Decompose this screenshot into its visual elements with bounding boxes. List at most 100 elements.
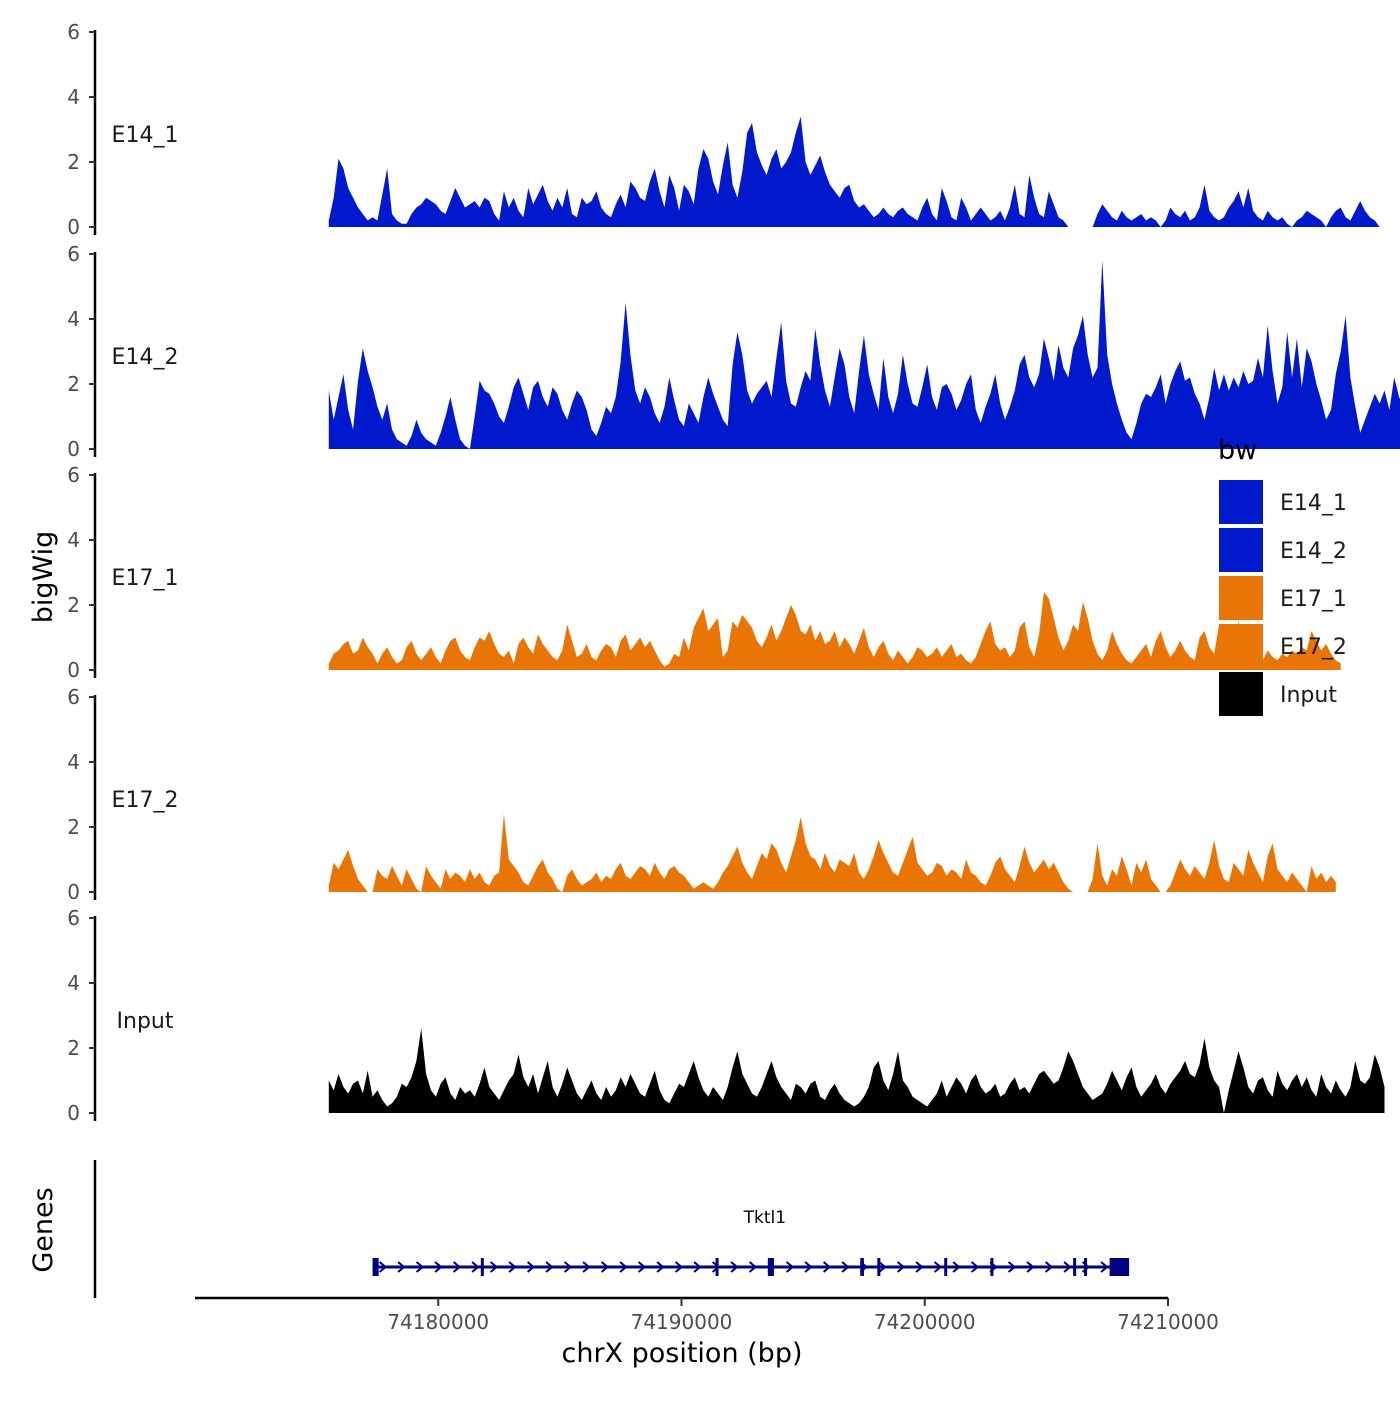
gene-exon: [480, 1258, 484, 1276]
strand-arrow: [1100, 1261, 1109, 1273]
y-tick-label: 0: [67, 215, 80, 239]
tracks-layer: 0 2 4 6 E14_1 0 2 4 6 E14_2 0 2 4 6 E17_1 0 2 4 6 E17_2 0 2 4 6…: [67, 20, 1400, 1125]
strand-arrow: [1026, 1261, 1035, 1273]
gene-exon: [877, 1258, 881, 1276]
legend-swatch: [1219, 528, 1263, 572]
strand-arrow: [933, 1261, 943, 1273]
legend-swatch: [1219, 480, 1263, 524]
strand-arrow: [822, 1261, 832, 1273]
legend-label: E14_1: [1280, 491, 1347, 516]
legend-swatch: [1219, 624, 1263, 668]
strand-arrow: [952, 1261, 961, 1273]
strand-arrow: [434, 1261, 443, 1273]
strand-arrow: [545, 1261, 554, 1273]
y-axis-title: bigWig: [28, 531, 59, 624]
track-e14-1: 0 2 4 6 E14_1: [67, 20, 1380, 239]
y-tick-label: 4: [67, 750, 80, 774]
strand-arrow: [915, 1261, 924, 1273]
strand-arrow: [582, 1261, 591, 1273]
strand-arrow: [526, 1261, 536, 1273]
strand-arrow: [489, 1261, 499, 1273]
strand-arrow: [785, 1261, 795, 1273]
strand-arrow: [970, 1261, 980, 1273]
strand-arrow: [1063, 1261, 1072, 1273]
strand-arrow: [674, 1261, 684, 1273]
track-input: 0 2 4 6 Input: [67, 906, 1385, 1125]
strand-arrow: [471, 1261, 480, 1273]
gene-exon: [990, 1258, 994, 1276]
x-tick-label: 74210000: [1117, 1310, 1219, 1334]
strand-arrow: [841, 1261, 850, 1273]
gene-tktl1: Tktl1: [372, 1208, 1130, 1276]
strand-arrow: [748, 1261, 758, 1273]
y-tick-label: 6: [67, 242, 80, 266]
legend-title: bw: [1218, 435, 1257, 466]
gene-exon: [1084, 1258, 1088, 1276]
legend-swatch: [1219, 576, 1263, 620]
y-tick-label: 0: [67, 1101, 80, 1125]
y-tick-label: 6: [67, 906, 80, 930]
signal-area: [328, 1028, 1385, 1113]
gene-exon: [1109, 1258, 1130, 1276]
strand-arrow: [637, 1261, 647, 1273]
y-tick-label: 0: [67, 658, 80, 682]
y-tick-label: 2: [67, 1036, 80, 1060]
signal-area: [328, 116, 1380, 227]
y-tick-label: 2: [67, 593, 80, 617]
strand-arrow: [1007, 1261, 1017, 1273]
gene-exon: [767, 1258, 774, 1276]
y-tick-label: 4: [67, 971, 80, 995]
track-label: E17_2: [112, 788, 179, 813]
x-tick-label: 74180000: [387, 1310, 489, 1334]
legend: bw E14_1 E14_2 E17_1 E17_2 Input: [1218, 435, 1347, 716]
legend-label: E17_1: [1280, 587, 1347, 612]
y-tick-label: 2: [67, 372, 80, 396]
signal-area: [328, 260, 1400, 449]
track-e17-2: 0 2 4 6 E17_2: [67, 685, 1336, 904]
x-tick-label: 74190000: [631, 1310, 733, 1334]
track-label: Input: [117, 1009, 174, 1034]
gene-exon: [860, 1258, 864, 1276]
strand-arrow: [730, 1261, 739, 1273]
y-tick-label: 6: [67, 685, 80, 709]
strand-arrow: [711, 1261, 721, 1273]
track-label: E14_2: [112, 345, 179, 370]
x-axis-title: chrX position (bp): [561, 1338, 802, 1369]
gene-exon: [372, 1258, 379, 1276]
track-label: E17_1: [112, 566, 179, 591]
strand-arrow: [378, 1261, 388, 1273]
gene-exon: [715, 1258, 719, 1276]
strand-arrow: [656, 1261, 665, 1273]
strand-arrow: [600, 1261, 610, 1273]
x-axis: 74180000 74190000 74200000 74210000: [195, 1296, 1219, 1334]
y-tick-label: 2: [67, 815, 80, 839]
signal-area: [328, 592, 1341, 670]
strand-arrow: [452, 1261, 462, 1273]
genes-layer: Tktl1: [93, 1160, 1130, 1298]
legend-label: E17_2: [1280, 635, 1347, 660]
legend-swatch: [1219, 672, 1263, 716]
strand-arrow: [619, 1261, 628, 1273]
track-e17-1: 0 2 4 6 E17_1: [67, 463, 1341, 682]
strand-arrow: [896, 1261, 906, 1273]
legend-label: E14_2: [1280, 539, 1347, 564]
gene-exon: [944, 1258, 948, 1276]
legend-label: Input: [1280, 683, 1337, 708]
strand-arrow: [415, 1261, 425, 1273]
gene-label: Tktl1: [743, 1208, 786, 1228]
x-tick-label: 74200000: [874, 1310, 976, 1334]
strand-arrow: [397, 1261, 406, 1273]
strand-arrow: [693, 1261, 702, 1273]
gene-exon: [1073, 1258, 1077, 1276]
y-tick-label: 6: [67, 20, 80, 44]
y-tick-label: 4: [67, 528, 80, 552]
signal-area: [328, 814, 1336, 892]
strand-arrow: [508, 1261, 517, 1273]
strand-arrow: [563, 1261, 573, 1273]
strand-arrow: [1044, 1261, 1054, 1273]
strand-arrow: [804, 1261, 813, 1273]
track-label: E14_1: [112, 123, 179, 148]
y-tick-label: 2: [67, 150, 80, 174]
